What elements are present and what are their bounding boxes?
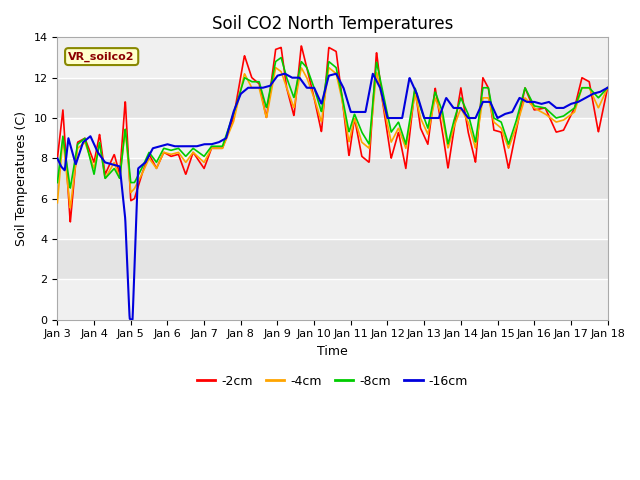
- Bar: [58, 118, 607, 158]
- Bar: [58, 239, 607, 279]
- Legend: -2cm, -4cm, -8cm, -16cm: -2cm, -4cm, -8cm, -16cm: [192, 370, 473, 393]
- Bar: [58, 37, 607, 78]
- Bar: [58, 279, 607, 320]
- Bar: [58, 158, 607, 199]
- Bar: [58, 199, 607, 239]
- Bar: [58, 78, 607, 118]
- Title: Soil CO2 North Temperatures: Soil CO2 North Temperatures: [212, 15, 453, 33]
- Text: VR_soilco2: VR_soilco2: [68, 51, 135, 62]
- X-axis label: Time: Time: [317, 345, 348, 358]
- Y-axis label: Soil Temperatures (C): Soil Temperatures (C): [15, 111, 28, 246]
